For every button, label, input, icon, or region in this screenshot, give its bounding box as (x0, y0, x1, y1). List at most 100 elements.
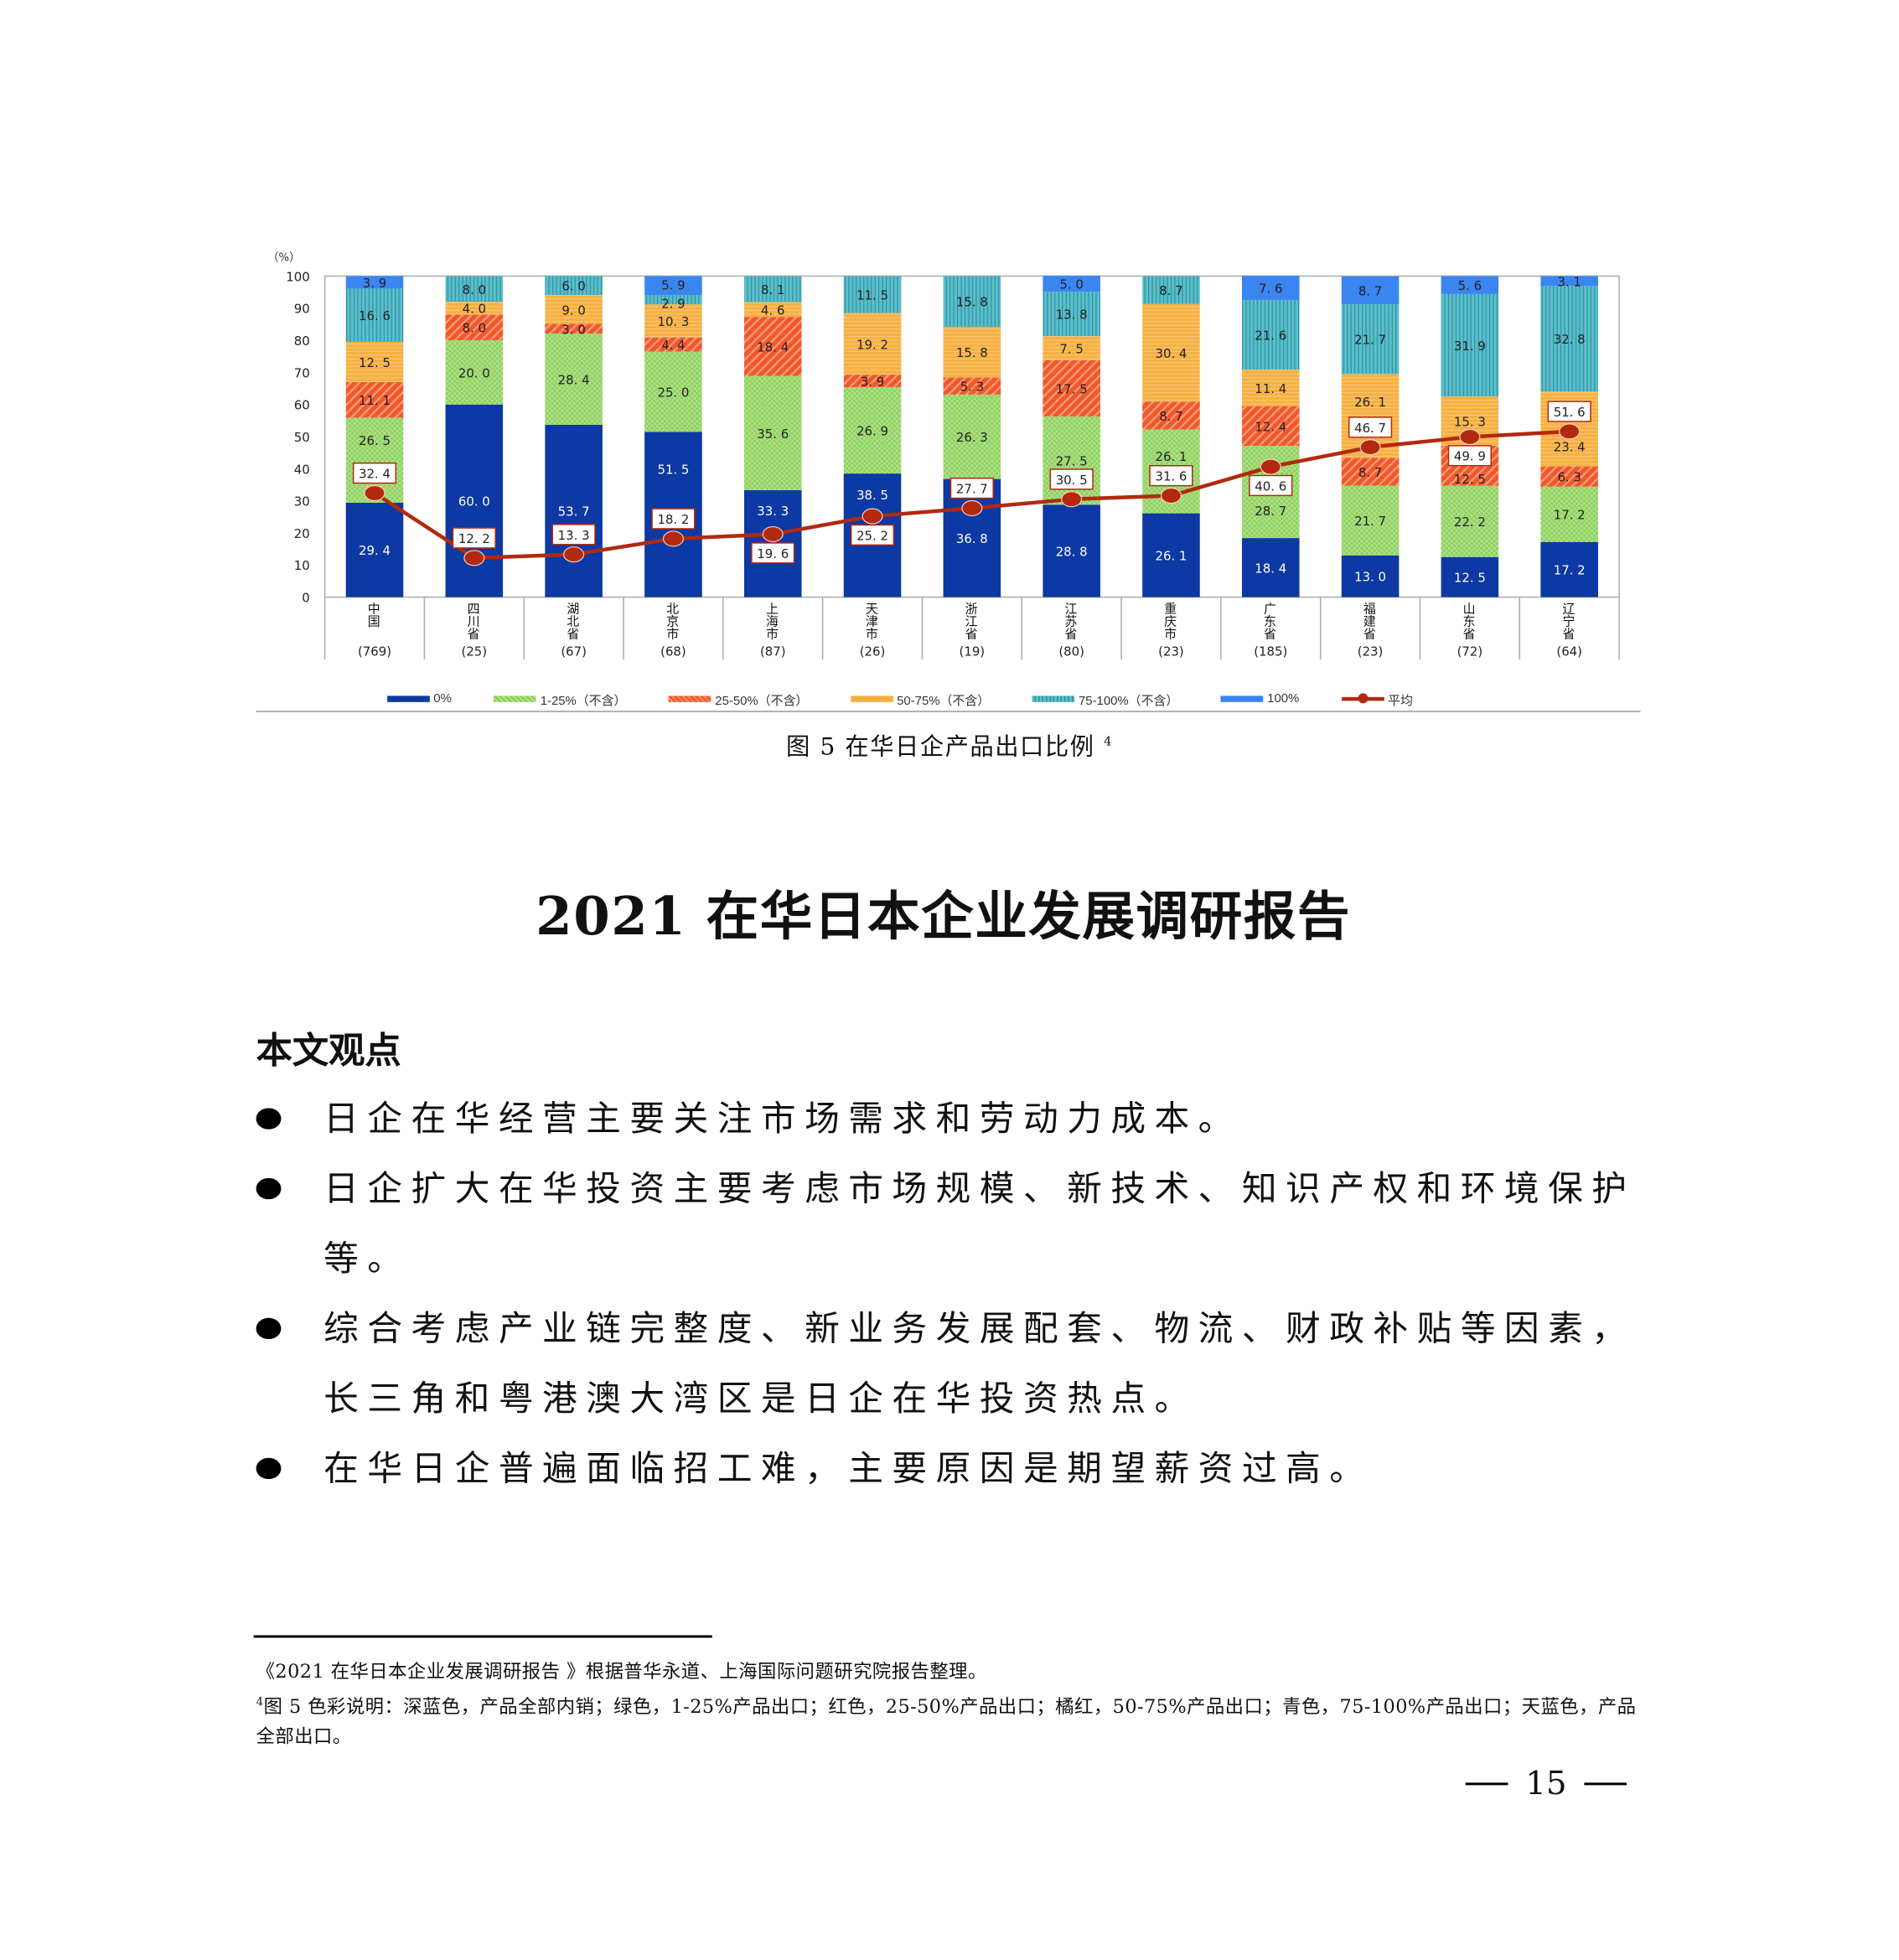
legend-item: 100% (1221, 692, 1299, 706)
average-marker (364, 484, 385, 502)
page-title: 2021 在华日本企业发展调研报告 (536, 885, 1351, 948)
bar-segment (644, 276, 702, 296)
bar-value-label: 35. 6 (757, 427, 789, 442)
bar-segment (943, 327, 1001, 378)
legend-marker-icon (1358, 693, 1369, 704)
bar-value-label: 7. 5 (1059, 341, 1083, 356)
average-label-box (1249, 474, 1293, 497)
average-marker (1061, 491, 1083, 508)
bar-segment (1241, 369, 1300, 406)
average-marker (463, 550, 485, 566)
footnote-text: 《2021 在华日本企业发展调研报告 》根据普华永道、上海国际问题研究院报告整理… (256, 1660, 987, 1683)
category-label: 上海市 (763, 602, 777, 640)
bar-value-label: 3. 9 (861, 375, 884, 390)
bar-segment (1241, 406, 1300, 447)
sample-size-label: (67) (561, 644, 587, 659)
average-label: 27. 7 (956, 482, 988, 497)
bar-value-label: 3. 9 (363, 276, 386, 291)
sample-size-label: (26) (860, 644, 886, 659)
bar-value-label: 5. 3 (960, 380, 984, 395)
bar-segment (1341, 276, 1400, 305)
average-label: 46. 7 (1354, 421, 1386, 436)
bar-segment (1540, 286, 1598, 392)
sample-size-label: (87) (760, 644, 786, 659)
bullet-icon (256, 1108, 282, 1130)
bar-segment (1043, 336, 1100, 360)
bar-value-label: 5. 0 (1059, 277, 1083, 292)
bar-value-label: 18. 4 (757, 339, 789, 354)
sample-size-label: (72) (1457, 644, 1483, 659)
bar-value-label: 17. 2 (1554, 563, 1586, 578)
average-marker (1459, 428, 1481, 445)
sample-size-label: (185) (1254, 644, 1287, 659)
page-number: 15 (1465, 1766, 1627, 1802)
bar-segment (1441, 556, 1499, 597)
bar-value-label: 32. 8 (1554, 332, 1586, 347)
bar-value-label: 38. 5 (856, 488, 888, 503)
bar-value-label: 8. 0 (463, 282, 486, 297)
average-label-box (551, 524, 596, 546)
bar-value-label: 13. 0 (1354, 570, 1386, 585)
y-tick-label: 30 (294, 494, 310, 509)
category-label-text: 重庆市 (1161, 602, 1175, 640)
list-item: 日企在华经营主要关注市场需求和劳动力成本。 (256, 1084, 1649, 1154)
bar-value-label: 28. 8 (1056, 544, 1088, 559)
average-label: 31. 6 (1156, 469, 1188, 484)
category-label-text: 江苏省 (1061, 602, 1076, 640)
bar-segment (1540, 486, 1598, 542)
bar-segment (644, 295, 702, 305)
bar-segment (445, 340, 504, 405)
bar-value-label: 26. 9 (856, 424, 888, 439)
bar-value-label: 25. 0 (657, 385, 689, 400)
bar-value-label: 26. 1 (1156, 449, 1188, 464)
category-label-text: 辽宁省 (1559, 602, 1574, 640)
sample-size-label: (25) (462, 644, 488, 659)
bar-value-label: 15. 8 (956, 295, 988, 310)
bar-value-label: 4. 6 (761, 303, 784, 318)
bar-segment (445, 276, 504, 303)
bar-segment (345, 276, 404, 289)
category-label-text: 天津市 (862, 602, 877, 640)
bar-value-label: 10. 3 (657, 314, 689, 329)
bar-value-label: 17. 5 (1056, 381, 1088, 396)
bar-value-label: 8. 1 (761, 282, 784, 297)
category-label-text: 广东省 (1260, 602, 1275, 640)
average-label-box (352, 462, 397, 484)
legend-swatch (1341, 693, 1384, 704)
legend-item: 0% (387, 692, 452, 706)
legend-swatch (387, 696, 430, 702)
sample-size-label: (19) (960, 644, 986, 659)
list-item: 综合考虑产业链完整度、新业务发展配套、物流、财政补贴等因素，长三角和粤港澳大湾区… (256, 1294, 1649, 1434)
legend-item: 75-100%（不含） (1032, 690, 1178, 708)
bar-value-label: 16. 6 (359, 308, 391, 323)
average-label: 32. 4 (359, 467, 391, 482)
bar-value-label: 8. 7 (1358, 465, 1382, 480)
average-label: 25. 2 (856, 528, 888, 543)
bar-segment (545, 276, 603, 296)
category-label: 四川省 (464, 602, 478, 640)
category-label-text: 上海市 (763, 602, 777, 640)
bar-value-label: 11. 1 (359, 393, 391, 408)
bar-value-label: 4. 0 (463, 302, 486, 317)
average-label: 30. 5 (1056, 473, 1088, 488)
average-label-box (1348, 416, 1393, 438)
legend-label: 平均 (1388, 694, 1413, 709)
caption-text: 图 5 在华日企产品出口比例 (786, 733, 1095, 761)
bar-segment (743, 375, 802, 491)
bar-value-label: 8. 0 (463, 321, 486, 336)
bullet-icon (256, 1317, 282, 1340)
section-heading: 本文观点 (256, 1029, 401, 1073)
average-label-box (850, 524, 895, 546)
bar-segment (1142, 303, 1200, 402)
bar-segment (1043, 416, 1100, 505)
bar-segment (843, 375, 902, 388)
bar-value-label: 9. 0 (561, 303, 585, 318)
bar-value-label: 15. 8 (956, 345, 988, 360)
sample-size-label: (68) (660, 644, 686, 659)
legend-label: 25-50%（不含） (715, 694, 809, 709)
bar-value-label: 33. 3 (757, 504, 789, 519)
category-label: 中国 (365, 602, 378, 628)
bar-value-label: 60. 0 (458, 494, 490, 509)
sample-size-label: (64) (1556, 644, 1582, 659)
bar-value-label: 11. 5 (856, 287, 888, 303)
